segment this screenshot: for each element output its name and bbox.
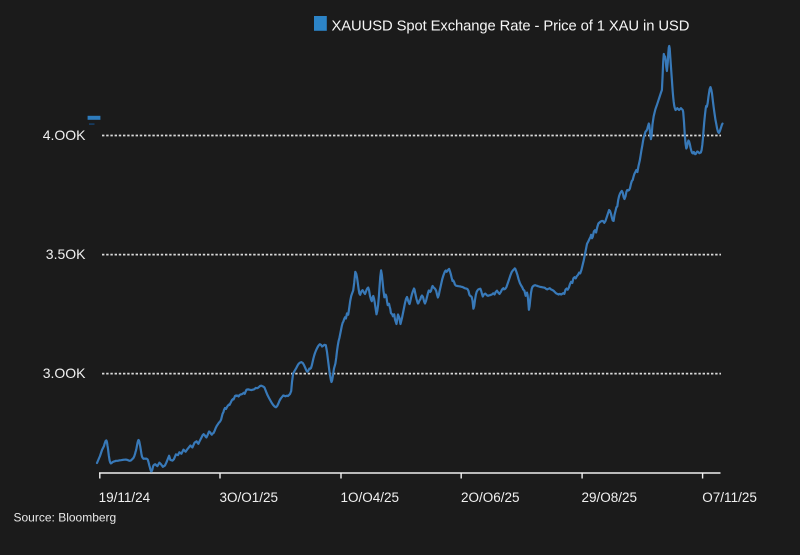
svg-text:3.5OK: 3.5OK	[46, 246, 86, 262]
svg-text:3.OOK: 3.OOK	[43, 365, 86, 381]
svg-text:4.OOK: 4.OOK	[43, 127, 86, 143]
svg-text:2O/O6/25: 2O/O6/25	[461, 490, 520, 505]
svg-text:29/O8/25: 29/O8/25	[582, 490, 638, 505]
svg-text:XAUUSD Spot Exchange Rate - Pr: XAUUSD Spot Exchange Rate - Price of 1 X…	[332, 19, 690, 35]
svg-text:O7/11/25: O7/11/25	[702, 490, 757, 505]
svg-text:3O/O1/25: 3O/O1/25	[220, 490, 279, 505]
svg-text:19/11/24: 19/11/24	[99, 490, 151, 505]
svg-text:1O/O4/25: 1O/O4/25	[341, 490, 400, 505]
svg-text:Source: Bloomberg: Source: Bloomberg	[14, 511, 117, 525]
